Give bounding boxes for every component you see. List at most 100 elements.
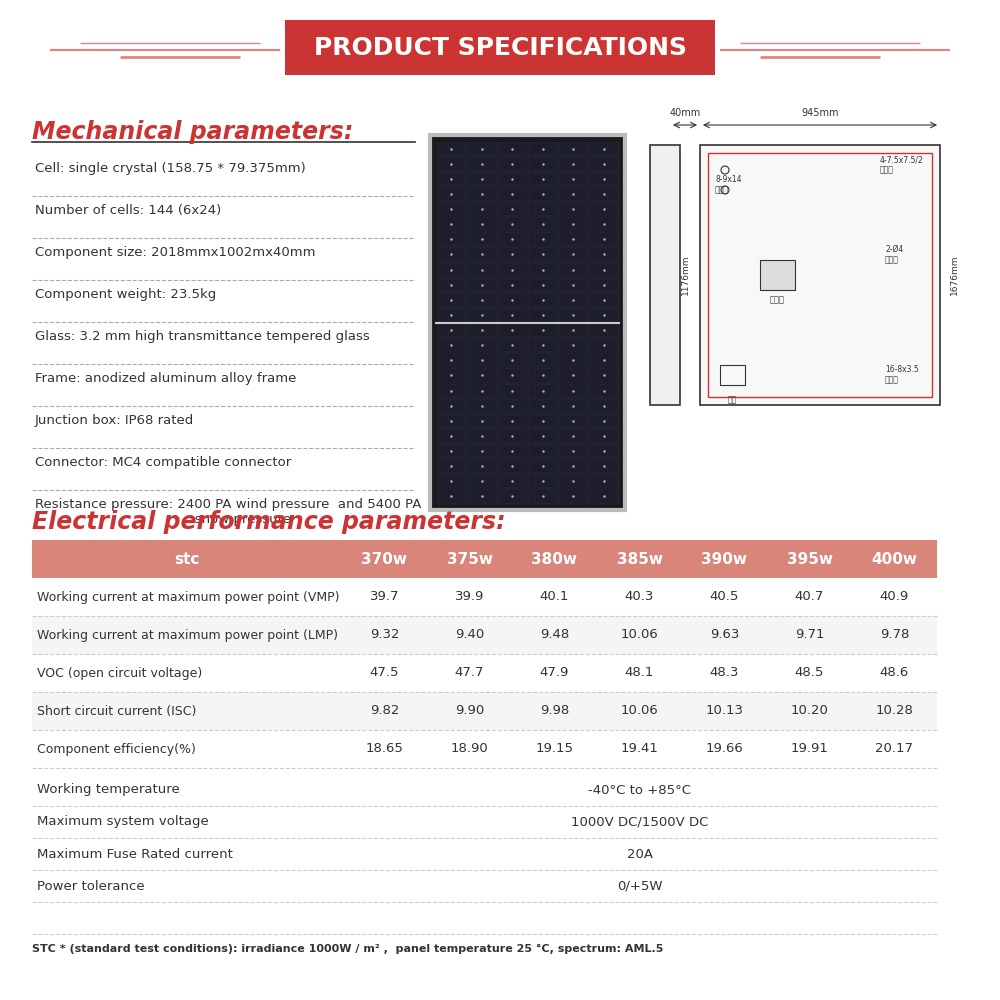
Bar (467, 247, 496, 261)
Bar (32, 654, 937, 692)
Bar (498, 383, 527, 398)
Text: Frame: anodized aluminum alloy frame: Frame: anodized aluminum alloy frame (35, 372, 296, 385)
Bar (589, 293, 618, 307)
Text: 400w: 400w (872, 552, 918, 566)
Bar (430, 135, 625, 510)
Bar (467, 459, 496, 473)
Bar (436, 399, 466, 413)
Bar (528, 429, 558, 443)
Bar (528, 444, 558, 458)
Text: 19.41: 19.41 (621, 742, 658, 756)
Bar (528, 247, 558, 261)
Text: 395w: 395w (786, 552, 832, 566)
Bar (589, 323, 618, 337)
Bar (589, 383, 618, 398)
Bar (558, 489, 588, 504)
Bar (436, 474, 466, 488)
Bar (528, 278, 558, 292)
Text: 20.17: 20.17 (876, 742, 914, 756)
Text: 19.91: 19.91 (791, 742, 828, 756)
Bar (436, 172, 466, 186)
Bar (558, 217, 588, 231)
Bar (436, 338, 466, 352)
Text: Cell: single crystal (158.75 * 79.375mm): Cell: single crystal (158.75 * 79.375mm) (35, 162, 306, 175)
Bar (528, 323, 558, 337)
Text: 1000V DC/1500V DC: 1000V DC/1500V DC (571, 816, 708, 828)
Text: 10.20: 10.20 (791, 704, 828, 718)
Bar (498, 232, 527, 246)
Text: 10.13: 10.13 (706, 704, 744, 718)
Text: 390w: 390w (702, 552, 748, 566)
Text: 18.90: 18.90 (451, 742, 488, 756)
Bar (589, 217, 618, 231)
Bar (467, 338, 496, 352)
Bar (467, 383, 496, 398)
Bar (558, 459, 588, 473)
Bar (558, 429, 588, 443)
Bar (528, 308, 558, 322)
Bar (589, 202, 618, 216)
Text: 8-9x14
安装孔: 8-9x14 安装孔 (715, 175, 742, 195)
Bar (558, 157, 588, 171)
Text: 9.32: 9.32 (370, 629, 399, 642)
Text: 47.5: 47.5 (370, 666, 399, 680)
Bar (498, 262, 527, 277)
Bar (589, 278, 618, 292)
Text: 9.78: 9.78 (880, 629, 909, 642)
Text: 47.7: 47.7 (455, 666, 484, 680)
Bar (528, 172, 558, 186)
Bar (558, 187, 588, 201)
Text: 9.71: 9.71 (795, 629, 824, 642)
Text: 9.98: 9.98 (540, 704, 569, 718)
Text: 375w: 375w (446, 552, 492, 566)
Bar (436, 353, 466, 367)
Text: Mechanical parameters:: Mechanical parameters: (32, 120, 353, 144)
Bar (498, 187, 527, 201)
Text: 9.82: 9.82 (370, 704, 399, 718)
Bar (528, 489, 558, 504)
Text: 9.48: 9.48 (540, 629, 569, 642)
Text: Maximum Fuse Rated current: Maximum Fuse Rated current (37, 848, 233, 860)
Text: 9.40: 9.40 (455, 629, 484, 642)
Bar (528, 383, 558, 398)
Bar (558, 383, 588, 398)
Text: VOC (open circuit voltage): VOC (open circuit voltage) (37, 666, 202, 680)
Bar (589, 353, 618, 367)
Text: 10.06: 10.06 (621, 704, 658, 718)
Text: -40°C to +85°C: -40°C to +85°C (588, 784, 691, 796)
Text: Glass: 3.2 mm high transmittance tempered glass: Glass: 3.2 mm high transmittance tempere… (35, 330, 370, 343)
Text: Electrical performance parameters:: Electrical performance parameters: (32, 510, 506, 534)
Text: 接线盒: 接线盒 (770, 295, 784, 304)
Text: Component efficiency(%): Component efficiency(%) (37, 742, 196, 756)
Bar (32, 806, 937, 838)
Bar (558, 474, 588, 488)
Bar (528, 293, 558, 307)
Text: stc: stc (174, 552, 200, 566)
Bar (528, 217, 558, 231)
Text: 1676mm: 1676mm (950, 255, 959, 295)
Bar (528, 202, 558, 216)
Text: STC * (standard test conditions): irradiance 1000W / m² ,  panel temperature 25 : STC * (standard test conditions): irradi… (32, 944, 663, 954)
Text: 48.6: 48.6 (880, 666, 909, 680)
Bar (720, 365, 745, 385)
Bar (498, 172, 527, 186)
Bar (436, 323, 466, 337)
Bar (498, 247, 527, 261)
Bar (528, 187, 558, 201)
Text: 10.28: 10.28 (876, 704, 913, 718)
Bar (528, 232, 558, 246)
Bar (528, 262, 558, 277)
Bar (528, 338, 558, 352)
Bar (558, 338, 588, 352)
Bar (558, 172, 588, 186)
Bar (558, 232, 588, 246)
Text: 0/+5W: 0/+5W (617, 880, 662, 892)
Bar (32, 870, 937, 902)
Text: 48.1: 48.1 (625, 666, 654, 680)
Bar (436, 217, 466, 231)
Bar (589, 338, 618, 352)
Bar (32, 540, 937, 578)
Bar (498, 202, 527, 216)
Bar (589, 172, 618, 186)
Text: Working temperature: Working temperature (37, 784, 180, 796)
